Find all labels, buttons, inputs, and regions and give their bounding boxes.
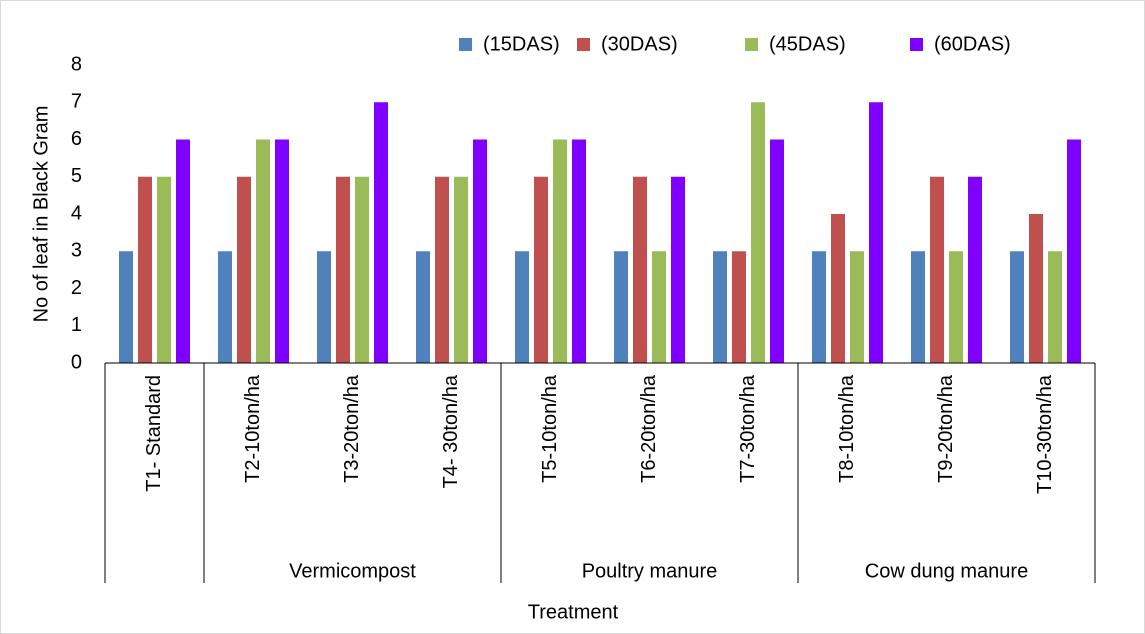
bar: [435, 176, 449, 363]
bar: [949, 251, 963, 363]
bar: [473, 139, 487, 363]
legend-label: (45DAS): [769, 33, 846, 55]
y-tick-label: 4: [71, 202, 82, 224]
bar: [355, 176, 369, 363]
bar: [633, 176, 647, 363]
x-tick-label: T10-30ton/ha: [1034, 374, 1056, 494]
bar: [1067, 139, 1081, 363]
legend-swatch: [459, 38, 472, 51]
bar: [119, 251, 133, 363]
bar: [553, 139, 567, 363]
group-label: Vermicompost: [289, 560, 416, 582]
x-tick-label: T8-10ton/ha: [836, 374, 858, 483]
bar: [256, 139, 270, 363]
bar: [614, 251, 628, 363]
bar: [1010, 251, 1024, 363]
bar: [713, 251, 727, 363]
x-tick-label: T6-20ton/ha: [638, 374, 660, 483]
bar: [968, 176, 982, 363]
y-tick-label: 3: [71, 240, 82, 262]
bar: [515, 251, 529, 363]
x-axis-label: Treatment: [528, 601, 619, 623]
legend-label: (15DAS): [483, 33, 560, 55]
x-tick-label: T5-10ton/ha: [539, 374, 561, 483]
x-tick-label: T3-20ton/ha: [341, 374, 363, 483]
legend-swatch: [745, 38, 758, 51]
x-tick-label: T9-20ton/ha: [935, 374, 957, 483]
bar: [1048, 251, 1062, 363]
bar: [218, 251, 232, 363]
bar: [416, 251, 430, 363]
legend-swatch: [910, 38, 923, 51]
bar: [770, 139, 784, 363]
y-tick-label: 5: [71, 165, 82, 187]
y-axis-label: No of leaf in Black Gram: [30, 106, 52, 323]
bar: [374, 102, 388, 363]
y-tick-label: 7: [71, 91, 82, 113]
x-tick-label: T1- Standard: [143, 375, 165, 492]
bar: [534, 176, 548, 363]
bar: [1029, 214, 1043, 363]
bar: [572, 139, 586, 363]
bar: [751, 102, 765, 363]
bar: [138, 176, 152, 363]
bar: [850, 251, 864, 363]
y-tick-label: 8: [71, 53, 82, 75]
legend-swatch: [577, 38, 590, 51]
x-tick-label: T4- 30ton/ha: [440, 374, 462, 488]
bar: [237, 176, 251, 363]
bar: [275, 139, 289, 363]
bar: [831, 214, 845, 363]
group-label: Poultry manure: [582, 560, 718, 582]
y-tick-label: 6: [71, 128, 82, 150]
bar: [157, 176, 171, 363]
bar: [869, 102, 883, 363]
bar: [176, 139, 190, 363]
bar: [652, 251, 666, 363]
legend-label: (60DAS): [934, 33, 1011, 55]
bar: [911, 251, 925, 363]
bar: [336, 176, 350, 363]
y-tick-label: 0: [71, 351, 82, 373]
y-tick-label: 1: [71, 314, 82, 336]
bar: [812, 251, 826, 363]
bar: [732, 251, 746, 363]
x-tick-label: T7-30ton/ha: [737, 374, 759, 483]
bar: [930, 176, 944, 363]
bar: [454, 176, 468, 363]
y-tick-label: 2: [71, 277, 82, 299]
bar: [317, 251, 331, 363]
legend-label: (30DAS): [601, 33, 678, 55]
bar: [671, 176, 685, 363]
group-label: Cow dung manure: [865, 560, 1028, 582]
x-tick-label: T2-10ton/ha: [242, 374, 264, 483]
